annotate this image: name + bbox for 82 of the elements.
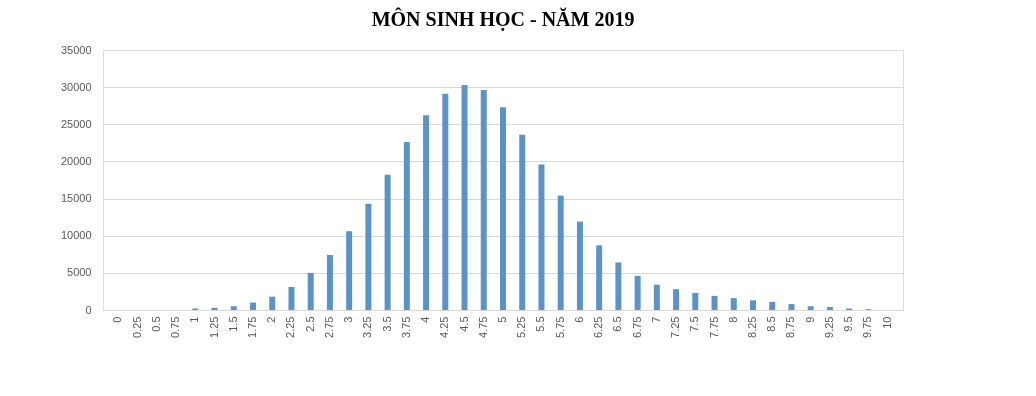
x-tick-label: 2.5: [303, 316, 316, 332]
x-tick-label: 5.5: [534, 316, 547, 332]
x-tick-label: 4.25: [438, 316, 451, 338]
bar: [346, 231, 353, 310]
x-tick-label: 3.5: [380, 316, 393, 332]
bar: [692, 292, 699, 310]
x-tick-label: 7: [649, 316, 662, 323]
x-tick-label: 1.25: [207, 316, 220, 338]
bar: [557, 195, 564, 310]
x-tick-label: 9.75: [861, 316, 874, 338]
x-tick-label: 9.25: [822, 316, 835, 338]
x-tick-label: 1.75: [246, 316, 258, 338]
y-tick-label: 5000: [67, 266, 92, 279]
x-tick-label: 2.75: [322, 316, 335, 338]
bar: [711, 295, 718, 310]
x-tick-label: 4.5: [457, 316, 470, 332]
x-tick-label: 4: [419, 316, 432, 323]
bar: [307, 272, 314, 310]
y-tick-label: 15000: [60, 192, 92, 205]
bar: [615, 262, 622, 310]
bar: [230, 306, 237, 310]
bar: [596, 245, 603, 310]
bar: [461, 84, 468, 310]
y-tick-label: 10000: [60, 229, 92, 242]
bar: [634, 275, 641, 310]
bar: [826, 307, 833, 310]
bar: [326, 255, 333, 310]
x-tick-label: 1.5: [226, 316, 239, 332]
x-tick-label: 6.25: [592, 316, 605, 338]
bar: [211, 307, 218, 310]
x-tick-label: 3: [342, 316, 355, 323]
bar: [538, 164, 545, 310]
x-tick-label: 6.75: [630, 316, 643, 338]
x-tick-label: 2.25: [284, 316, 297, 338]
x-tick-label: 5.25: [515, 316, 528, 338]
x-tick-label: 8.75: [784, 316, 797, 338]
x-tick-label: 6: [572, 316, 585, 323]
bar: [576, 221, 583, 310]
bar: [269, 296, 276, 310]
x-tick-label: 0.25: [130, 316, 143, 338]
y-tick-label: 30000: [60, 80, 92, 93]
x-tick-label: 10: [880, 316, 893, 329]
bar: [365, 203, 372, 310]
x-tick-label: 9.5: [842, 316, 855, 332]
bar: [480, 90, 487, 310]
bar: [384, 174, 391, 310]
bar: [519, 134, 526, 310]
x-tick-label: 9: [803, 316, 816, 323]
bar: [423, 115, 430, 310]
chart-title: MÔN SINH HỌC - NĂM 2019: [371, 7, 635, 31]
x-tick-label: 8.5: [765, 316, 778, 332]
x-tick-label: 6.5: [611, 316, 624, 332]
x-tick-label: 3.25: [361, 316, 374, 338]
x-tick-label: 8: [726, 316, 739, 323]
x-tick-label: 2: [265, 316, 278, 323]
x-tick-label: 8.25: [746, 316, 758, 338]
x-tick-label: 4.75: [476, 316, 489, 338]
bar: [750, 300, 756, 310]
bar: [730, 298, 737, 310]
bar: [500, 107, 506, 310]
bar: [807, 306, 814, 310]
x-tick-label: 1: [188, 316, 201, 323]
y-tick-label: 25000: [60, 117, 92, 130]
x-tick-label: 7.25: [669, 316, 682, 338]
x-tick-label: 5.75: [553, 316, 566, 338]
bar: [769, 301, 776, 310]
x-tick-label: 3.75: [399, 316, 412, 338]
bar: [788, 304, 795, 310]
x-tick-label: 0: [111, 316, 124, 323]
bar: [653, 284, 660, 310]
bar: [403, 142, 410, 310]
x-tick-label: 7.5: [688, 316, 701, 332]
bar: [442, 93, 449, 310]
x-tick-label: 0.5: [149, 316, 162, 332]
y-tick-label: 20000: [60, 154, 92, 167]
bar: [288, 286, 295, 310]
x-tick-label: 7.75: [707, 316, 720, 338]
y-tick-label: 35000: [60, 43, 92, 56]
bar: [250, 302, 256, 310]
bar: [673, 289, 680, 310]
x-tick-label: 5: [496, 316, 508, 323]
x-tick-label: 0.75: [169, 316, 182, 338]
